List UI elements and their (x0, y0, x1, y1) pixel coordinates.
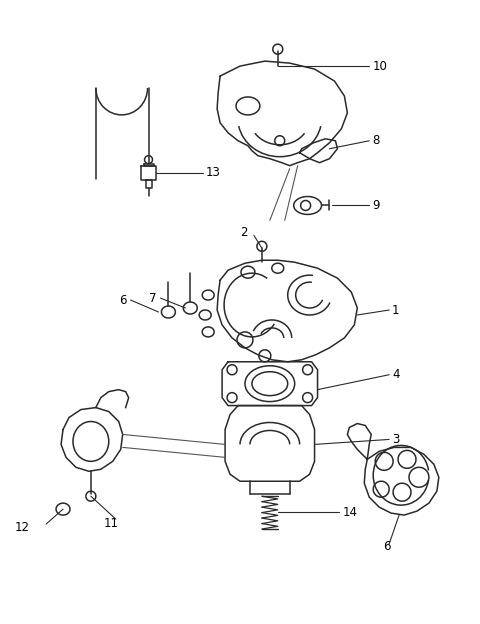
Text: 4: 4 (392, 368, 400, 381)
Text: 7: 7 (149, 291, 156, 305)
Text: 8: 8 (372, 134, 380, 147)
Text: 13: 13 (205, 166, 220, 179)
Text: 9: 9 (372, 199, 380, 212)
Text: 6: 6 (384, 540, 391, 553)
Text: 14: 14 (342, 505, 358, 519)
Text: 12: 12 (14, 520, 29, 534)
Text: 2: 2 (240, 226, 248, 239)
Text: 3: 3 (392, 433, 399, 446)
Text: 1: 1 (392, 303, 400, 316)
Text: 10: 10 (372, 60, 387, 72)
Text: 6: 6 (119, 293, 127, 306)
Text: 11: 11 (103, 517, 118, 530)
